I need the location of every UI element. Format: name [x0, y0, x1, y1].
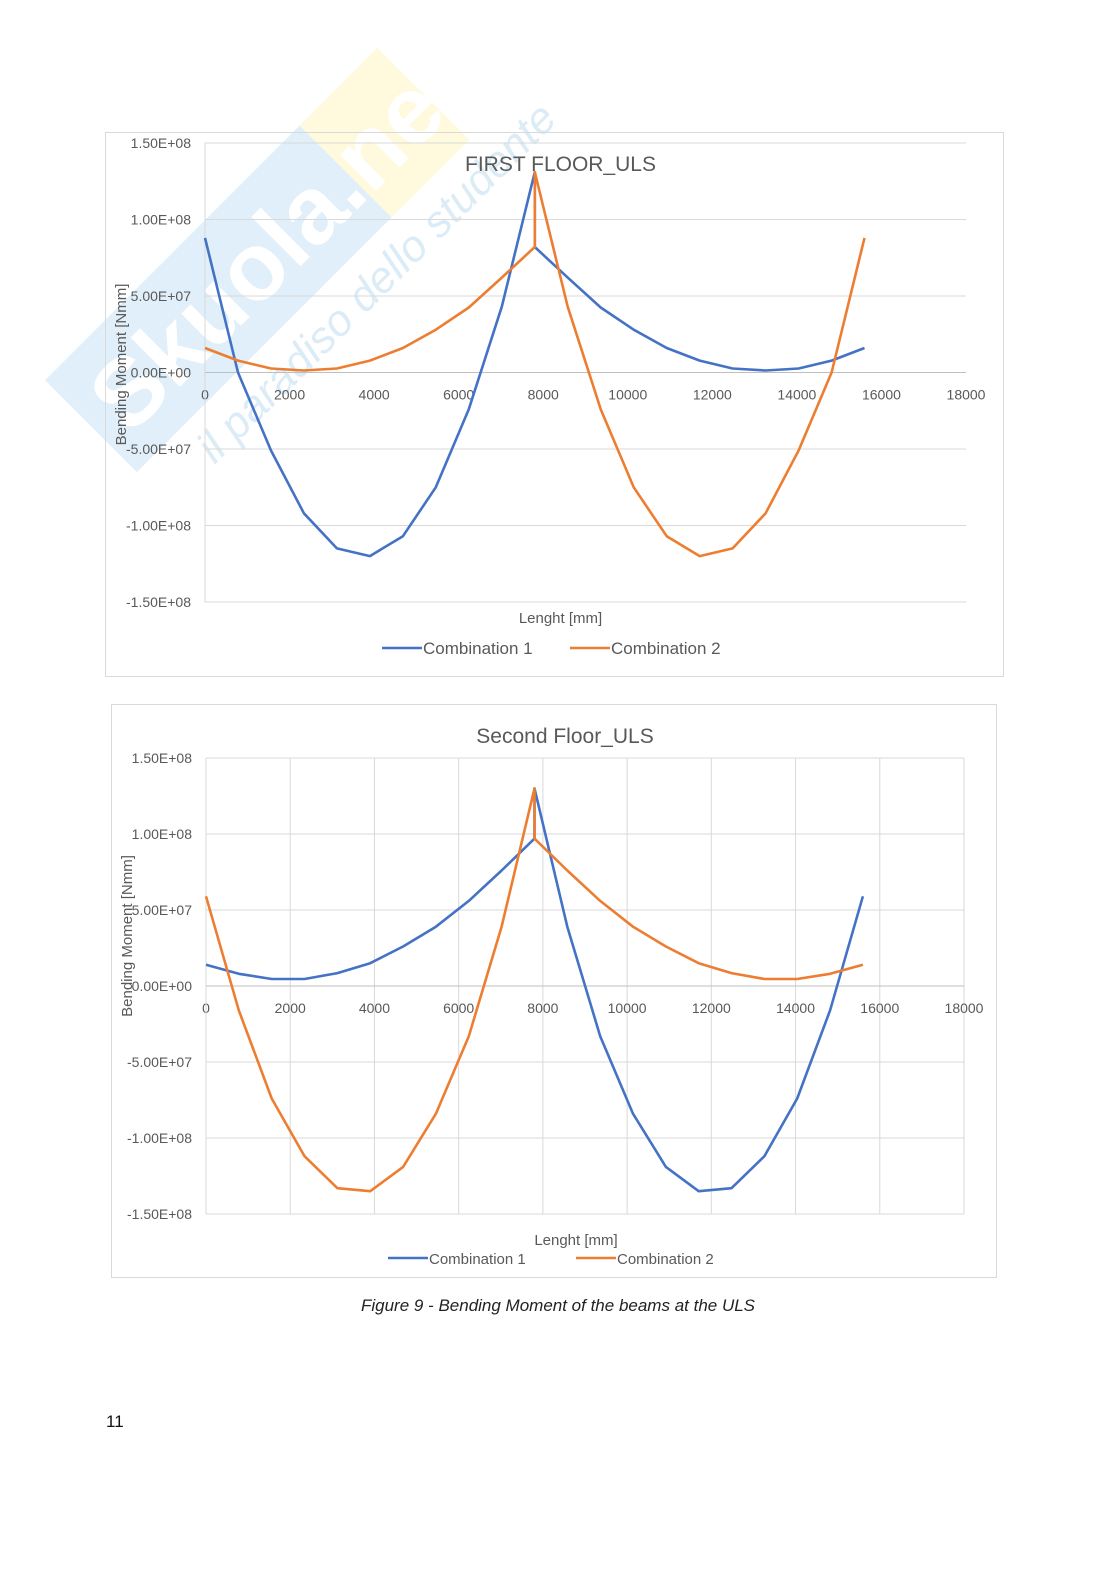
legend-label-2: Combination 2: [611, 639, 721, 658]
x-tick-label: 14000: [776, 1000, 815, 1016]
y-tick-label: 1.50E+08: [131, 135, 192, 151]
x-tick-label: 18000: [945, 1000, 984, 1016]
y-tick-label: -1.00E+08: [126, 518, 191, 534]
chart-first-floor-svg: 1.50E+08 1.00E+08 5.00E+07 0.00E+00 -5.00E+0…: [113, 135, 986, 658]
y-tick-label: -5.00E+07: [127, 1054, 192, 1070]
x-tick-label: 14000: [777, 387, 816, 403]
x-tick-label: 16000: [860, 1000, 899, 1016]
x-tick-label: 2000: [274, 387, 305, 403]
chart-title: Second Floor_ULS: [476, 725, 653, 748]
y-axis-title: Bending Moment [Nmm]: [119, 855, 136, 1017]
x-axis-title: Lenght [mm]: [534, 1232, 617, 1249]
legend-label-1: Combination 1: [429, 1251, 526, 1268]
x-tick-label: 18000: [947, 387, 986, 403]
y-tick-label: -1.50E+08: [127, 1206, 192, 1222]
x-tick-label: 6000: [443, 387, 474, 403]
y-tick-label: 1.50E+08: [132, 750, 193, 766]
y-tick-label: -1.50E+08: [126, 594, 191, 610]
chart-second-floor: 1.50E+08 1.00E+08 5.00E+07 0.00E+00 -5.00E+0…: [111, 704, 997, 1278]
x-tick-label: 8000: [527, 1000, 558, 1016]
legend-label-1: Combination 1: [423, 639, 533, 658]
x-tick-label: 16000: [862, 387, 901, 403]
series-line-2: [204, 787, 864, 1193]
y-tick-label: 1.00E+08: [131, 212, 192, 228]
y-axis-title: Bending Moment [Nmm]: [113, 284, 130, 446]
x-tick-label: 10000: [608, 387, 647, 403]
chart-title: FIRST FLOOR_ULS: [465, 153, 656, 176]
y-tick-label: -5.00E+07: [126, 441, 191, 457]
series-line-1: [205, 787, 865, 1193]
x-tick-label: 4000: [359, 1000, 390, 1016]
y-tick-label: 5.00E+07: [132, 902, 193, 918]
page-number: 11: [106, 1412, 124, 1431]
x-axis-title: Lenght [mm]: [519, 610, 602, 627]
x-tick-label: 12000: [692, 1000, 731, 1016]
legend-label-2: Combination 2: [617, 1251, 714, 1268]
x-tick-label: 2000: [275, 1000, 306, 1016]
x-tick-label: 12000: [693, 387, 732, 403]
y-tick-label: 0.00E+00: [132, 978, 193, 994]
chart-first-floor: 1.50E+08 1.00E+08 5.00E+07 0.00E+00 -5.00E+0…: [105, 132, 1004, 677]
y-tick-label: 1.00E+08: [132, 826, 193, 842]
x-tick-label: 8000: [528, 387, 559, 403]
series-line-2: [204, 170, 866, 558]
y-tick-label: 5.00E+07: [131, 288, 192, 304]
y-tick-label: -1.00E+08: [127, 1130, 192, 1146]
figure-caption: Figure 9 - Bending Moment of the beams a…: [360, 1296, 756, 1315]
chart-second-floor-svg: 1.50E+08 1.00E+08 5.00E+07 0.00E+00 -5.00E+0…: [119, 725, 984, 1268]
y-tick-label: 0.00E+00: [131, 365, 192, 381]
x-tick-label: 6000: [443, 1000, 474, 1016]
x-tick-label: 10000: [608, 1000, 647, 1016]
x-tick-label: 4000: [359, 387, 390, 403]
